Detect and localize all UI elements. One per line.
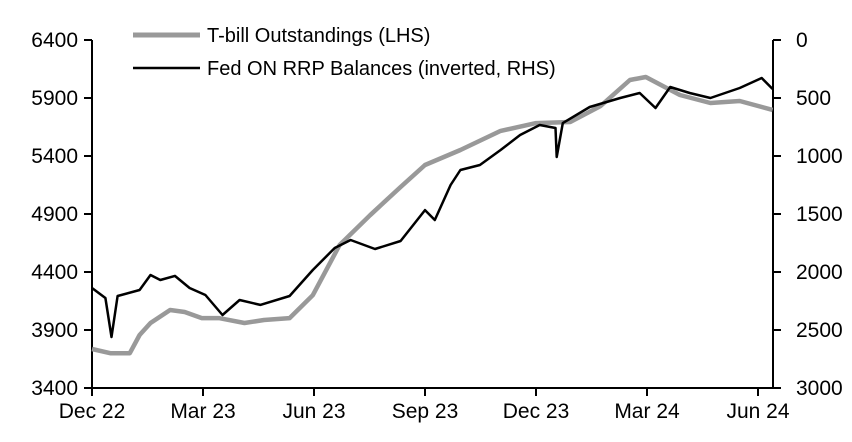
- series-line-rrp: [91, 76, 774, 339]
- right-tick-label: 500: [796, 87, 831, 110]
- x-tick-label: Mar 23: [170, 400, 235, 423]
- left-tick-label: 4400: [31, 261, 78, 284]
- left-tick-label: 3900: [31, 319, 78, 342]
- right-tick-label: 2000: [796, 261, 843, 284]
- x-tick-label: Jun 24: [726, 400, 789, 423]
- legend-label-rrp: Fed ON RRP Balances (inverted, RHS): [207, 58, 556, 80]
- left-tick-label: 3400: [31, 377, 78, 400]
- left-tick-label: 5900: [31, 87, 78, 110]
- series-line-tbill: [91, 74, 774, 356]
- x-tick-label: Jun 23: [282, 400, 345, 423]
- right-tick-label: 3000: [796, 377, 843, 400]
- series-layer: [91, 74, 774, 356]
- legend-label-tbill: T-bill Outstandings (LHS): [207, 25, 430, 47]
- left-tick-label: 6400: [31, 29, 78, 52]
- right-tick-label: 2500: [796, 319, 843, 342]
- x-tick-label: Dec 22: [59, 400, 126, 423]
- x-tick-label: Dec 23: [503, 400, 570, 423]
- left-tick-label: 4900: [31, 203, 78, 226]
- legend: T-bill Outstandings (LHS) Fed ON RRP Bal…: [133, 25, 556, 80]
- right-tick-label: 0: [796, 29, 808, 52]
- right-tick-label: 1500: [796, 203, 843, 226]
- x-tick-label: Sep 23: [392, 400, 459, 423]
- left-tick-label: 5400: [31, 145, 78, 168]
- x-tick-label: Mar 24: [614, 400, 680, 423]
- axes: 6400 5900 5400 4900 4400 3900 3400 0 500 1000 1500…: [31, 29, 842, 423]
- right-tick-label: 1000: [796, 145, 843, 168]
